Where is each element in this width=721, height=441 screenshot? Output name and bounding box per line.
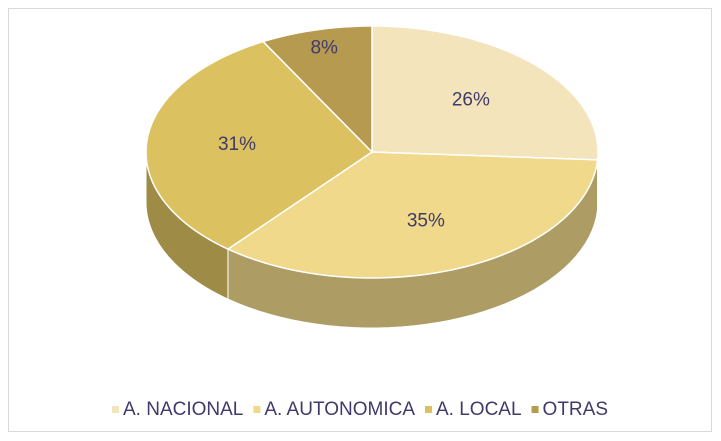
legend-swatch xyxy=(112,406,119,413)
data-label: 35% xyxy=(407,210,445,231)
data-label: 26% xyxy=(452,89,490,110)
slice xyxy=(226,151,599,279)
slice xyxy=(261,25,373,154)
slice xyxy=(145,40,374,250)
legend-swatch xyxy=(531,406,539,413)
legend-label: A. AUTONOMICA xyxy=(264,399,415,420)
slice xyxy=(371,25,599,161)
legend-label: A. LOCAL xyxy=(436,399,522,420)
data-label: 31% xyxy=(218,134,256,155)
legend-swatch xyxy=(425,406,432,413)
legend: A. NACIONAL A. AUTONOMICA A. LOCAL OTRAS xyxy=(112,399,608,420)
legend-label: A. NACIONAL xyxy=(123,399,243,420)
legend-swatch xyxy=(253,406,261,413)
legend-label: OTRAS xyxy=(543,399,608,420)
data-label: 8% xyxy=(310,37,338,58)
